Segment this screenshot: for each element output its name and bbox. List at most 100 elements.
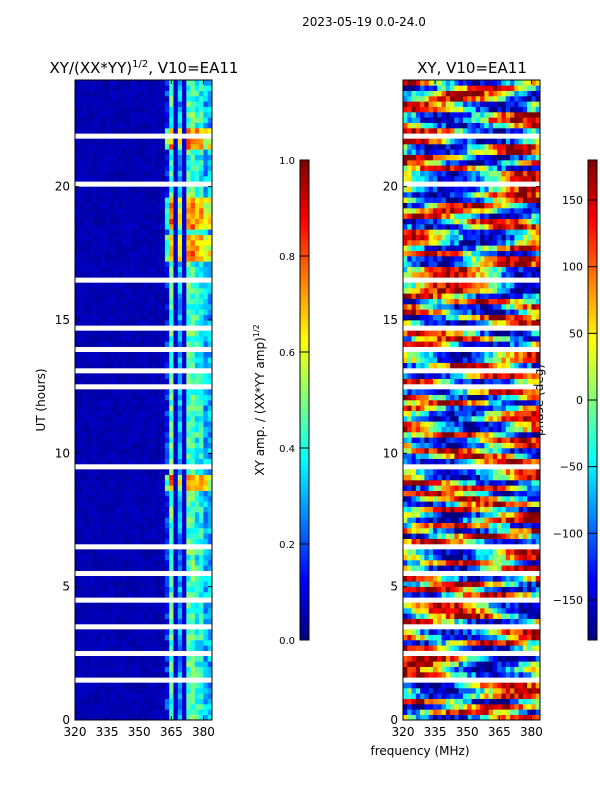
heatmap-cell: [109, 176, 114, 182]
heatmap-cell: [160, 138, 166, 145]
heatmap-cell: [87, 704, 93, 710]
heatmap-cell: [403, 554, 408, 561]
heatmap-cell: [83, 656, 89, 662]
heatmap-cell: [505, 629, 511, 635]
heatmap-cell: [177, 517, 183, 523]
heatmap-cell: [139, 304, 144, 310]
heatmap-cell: [126, 693, 131, 699]
heatmap-cell: [83, 410, 89, 417]
heatmap-cell: [100, 245, 106, 251]
heatmap-cell: [104, 304, 110, 310]
heatmap-cell: [207, 128, 213, 134]
heatmap-cell: [160, 154, 166, 161]
heatmap-cell: [199, 645, 204, 651]
heatmap-cell: [160, 533, 166, 539]
heatmap-cell: [428, 448, 434, 454]
heatmap-cell: [122, 394, 127, 401]
heatmap-cell: [190, 240, 196, 246]
heatmap-cell: [454, 453, 459, 459]
heatmap-cell: [143, 250, 149, 257]
heatmap-cell: [510, 560, 515, 566]
heatmap-cell: [122, 128, 127, 134]
heatmap-cell: [92, 192, 97, 198]
heatmap-cell: [109, 112, 114, 118]
heatmap-cell: [177, 128, 183, 134]
heatmap-cell: [75, 202, 80, 209]
heatmap-cell: [156, 666, 161, 673]
heatmap-cell: [139, 416, 144, 422]
heatmap-cell: [156, 565, 161, 571]
heatmap-cell: [83, 85, 89, 91]
heatmap-cell: [203, 202, 209, 209]
heatmap-cell: [488, 490, 494, 497]
heatmap-cell: [122, 218, 127, 225]
heatmap-cell: [497, 602, 502, 609]
heatmap-cell: [143, 576, 149, 582]
heatmap-cell: [186, 208, 191, 214]
heatmap-cell: [117, 112, 123, 118]
heatmap-cell: [190, 554, 196, 561]
heatmap-cell: [207, 117, 213, 123]
heatmap-cell: [87, 272, 93, 278]
heatmap-cell: [169, 197, 174, 203]
heatmap-cell: [535, 496, 541, 502]
heatmap-cell: [164, 432, 170, 438]
heatmap-cell: [518, 501, 524, 507]
heatmap-cell: [177, 106, 183, 113]
heatmap-cell: [122, 250, 127, 257]
heatmap-cell: [403, 480, 408, 486]
heatmap-cell: [207, 528, 213, 534]
heatmap-cell: [87, 197, 93, 203]
heatmap-cell: [441, 576, 447, 582]
heatmap-cell: [92, 602, 97, 609]
heatmap-cell: [104, 250, 110, 257]
heatmap-cell: [207, 245, 213, 251]
heatmap-cell: [450, 613, 455, 619]
heatmap-cell: [104, 112, 110, 118]
heatmap-cell: [79, 229, 84, 235]
heatmap-cell: [522, 522, 528, 529]
heatmap-cell: [104, 245, 110, 251]
heatmap-cell: [480, 581, 485, 587]
heatmap-cell: [134, 245, 140, 251]
heatmap-cell: [79, 208, 84, 214]
heatmap-cell: [445, 501, 451, 507]
heatmap-cell: [113, 608, 119, 614]
heatmap-cell: [156, 138, 161, 145]
heatmap-cell: [173, 330, 179, 337]
heatmap-cell: [100, 85, 106, 91]
heatmap-cell: [160, 608, 166, 614]
heatmap-cell: [173, 240, 179, 246]
heatmap-cell: [450, 576, 455, 582]
heatmap-cell: [497, 533, 502, 539]
heatmap-cell: [169, 592, 174, 598]
heatmap-cell: [199, 618, 204, 625]
heatmap-cell: [83, 629, 89, 635]
heatmap-cell: [462, 709, 468, 715]
heatmap-cell: [147, 122, 153, 129]
heatmap-cell: [134, 154, 140, 161]
heatmap-cell: [458, 474, 464, 481]
heatmap-cell: [139, 197, 144, 203]
heatmap-cell: [147, 85, 153, 91]
heatmap-cell: [130, 661, 136, 667]
heatmap-cell: [130, 469, 136, 475]
heatmap-cell: [407, 581, 412, 587]
heatmap-cell: [75, 698, 80, 705]
heatmap-cell: [199, 149, 204, 155]
heatmap-cell: [139, 592, 144, 598]
heatmap-cell: [207, 154, 213, 161]
heatmap-cell: [122, 245, 127, 251]
heatmap-cell: [130, 400, 136, 406]
heatmap-cell: [92, 80, 97, 86]
heatmap-cell: [407, 506, 412, 513]
heatmap-cell: [156, 469, 161, 475]
heatmap-cell: [139, 245, 144, 251]
heatmap-cell: [199, 714, 204, 721]
heatmap-cell: [450, 682, 455, 689]
heatmap-cell: [518, 522, 524, 529]
heatmap-cell: [518, 666, 524, 673]
heatmap-cell: [83, 245, 89, 251]
heatmap-cell: [488, 453, 494, 459]
heatmap-cell: [139, 362, 144, 369]
